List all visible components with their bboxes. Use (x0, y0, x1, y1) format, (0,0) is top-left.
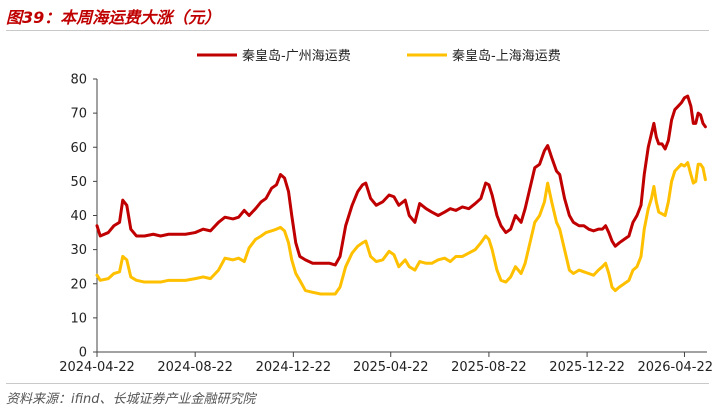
title-divider (6, 30, 709, 31)
y-axis: 0 10 20 30 40 50 60 70 80 (70, 73, 98, 361)
y-tick-label: 50 (70, 175, 87, 190)
y-tick-label: 40 (70, 209, 87, 224)
x-tick-label: 2024-04-22 (59, 360, 135, 375)
y-tick-label: 0 (79, 346, 87, 361)
x-axis: 2024-04-22 2024-08-22 2024-12-22 2025-04-22… (59, 351, 713, 375)
source-divider (6, 383, 709, 384)
x-tick-label: 2025-08-22 (451, 360, 527, 375)
legend: 秦皇岛-广州海运费 秦皇岛-上海海运费 (197, 48, 561, 64)
y-tick-label: 10 (70, 311, 87, 326)
series-line-shanghai (95, 161, 707, 296)
x-tick-label: 2024-12-22 (256, 360, 332, 375)
y-tick-label: 70 (70, 107, 87, 122)
legend-label-guangzhou: 秦皇岛-广州海运费 (242, 48, 351, 64)
x-tick-label: 2025-04-22 (353, 360, 429, 375)
y-tick-label: 20 (70, 277, 87, 292)
x-tick-label: 2026-04-22 (637, 360, 713, 375)
y-tick-label: 80 (70, 73, 87, 88)
source-note: 资料来源：ifind、长城证券产业金融研究院 (6, 392, 256, 407)
y-tick-label: 30 (70, 243, 87, 258)
legend-label-shanghai: 秦皇岛-上海海运费 (452, 48, 561, 64)
x-tick-label: 2024-08-22 (157, 360, 233, 375)
series-line-guangzhou (95, 94, 707, 267)
figure-title: 图39：本周海运费大涨（元） (6, 8, 221, 27)
series-lines (95, 94, 707, 296)
x-tick-label: 2025-12-22 (549, 360, 625, 375)
y-tick-label: 60 (70, 141, 87, 156)
